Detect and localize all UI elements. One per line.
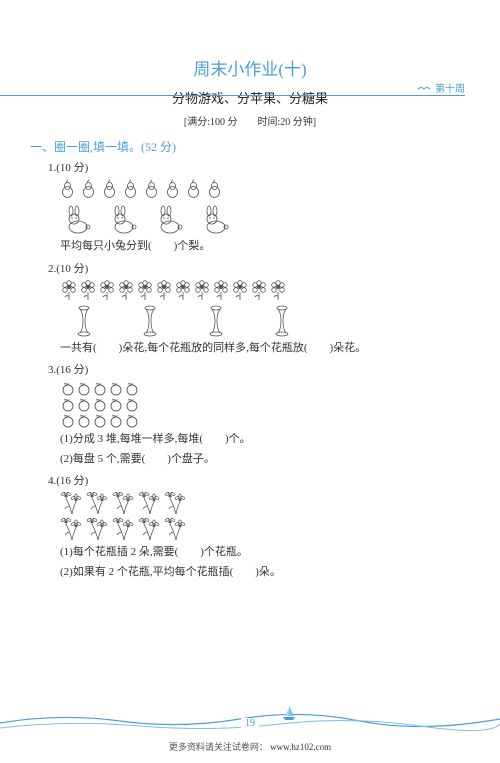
flower-pair-icon: [164, 492, 188, 516]
q2-text: 一共有( )朵花,每个花瓶放的同样多,每个花瓶放( )朵花。: [60, 340, 460, 358]
rabbit-icon: [106, 205, 138, 235]
worksheet-meta: [满分:100 分 时间:20 分钟]: [0, 113, 500, 128]
vase-icon: [76, 305, 92, 337]
q4-sub2: (2)如果有 2 个花瓶,平均每个花瓶插( )朵。: [60, 564, 460, 582]
footer-link[interactable]: www.hz102.com: [270, 742, 331, 752]
rabbit-icon: [152, 205, 184, 235]
question-2: 2.(10 分) 一共有( )朵花,每个花瓶放的同样多,每个花瓶放( )朵花。: [48, 260, 460, 358]
pear-icon: [123, 179, 138, 199]
flower-icon: [60, 280, 78, 302]
week-label: 第十周: [435, 80, 465, 95]
orange-icon: [125, 414, 139, 428]
orange-icon: [109, 382, 123, 396]
flower-icon: [193, 280, 211, 302]
flower-icon: [269, 280, 287, 302]
flower-pair-icon: [60, 518, 84, 542]
q2-number: 2.(10 分): [48, 260, 460, 276]
question-1: 1.(10 分) 平均每只小兔分到( )个梨。: [48, 159, 460, 256]
orange-icon: [109, 414, 123, 428]
flower-pair-icon: [138, 518, 162, 542]
question-3: 3.(16 分) (1)分成 3 堆,每堆一样多,每堆( )个。 (2)每盘 5…: [48, 361, 460, 468]
q4-sub1: (1)每个花瓶插 2 朵,需要( )个花瓶。: [60, 544, 460, 562]
question-4: 4.(16 分) (1)每个花瓶插 2 朵,需要( )个花瓶。 (2)如果有 2…: [48, 472, 460, 581]
q1-number: 1.(10 分): [48, 159, 460, 175]
orange-icon: [125, 398, 139, 412]
flower-pair-icon: [112, 518, 136, 542]
flower-pair-icon: [86, 518, 110, 542]
rabbit-icon: [60, 205, 92, 235]
q3-sub2: (2)每盘 5 个,需要( )个盘子。: [60, 451, 460, 469]
footer-text: 更多资料请关注试卷网： www.hz102.com: [0, 740, 500, 753]
orange-icon: [77, 382, 91, 396]
orange-icon: [93, 382, 107, 396]
q4-number: 4.(16 分): [48, 472, 460, 488]
pear-icon: [186, 179, 201, 199]
worksheet-title: 周末小作业(十): [0, 55, 500, 80]
flower-pair-icon: [112, 492, 136, 516]
flower-icon: [174, 280, 192, 302]
vase-icon: [208, 305, 224, 337]
flower-pair-icon: [138, 492, 162, 516]
q3-sub1: (1)分成 3 堆,每堆一样多,每堆( )个。: [60, 431, 460, 449]
orange-icon: [109, 398, 123, 412]
flower-pair-icon: [60, 492, 84, 516]
pear-icon: [207, 179, 222, 199]
q1-text: 平均每只小兔分到( )个梨。: [60, 238, 460, 256]
pear-icon: [81, 179, 96, 199]
orange-icon: [61, 414, 75, 428]
header-rule: [0, 95, 465, 96]
flower-pair-icon: [86, 492, 110, 516]
flower-row: [60, 280, 460, 302]
orange-icon: [61, 398, 75, 412]
pear-icon: [102, 179, 117, 199]
flower-pair-icon: [164, 518, 188, 542]
flower-icon: [212, 280, 230, 302]
orange-grid: [60, 381, 460, 429]
bird-icon: [417, 84, 431, 92]
rabbit-icon: [198, 205, 230, 235]
orange-icon: [93, 398, 107, 412]
vase-icon: [142, 305, 158, 337]
flower-icon: [117, 280, 135, 302]
page-header-week: 第十周: [417, 80, 465, 95]
orange-icon: [77, 398, 91, 412]
flower2-grid: [60, 492, 460, 542]
flower-icon: [231, 280, 249, 302]
pear-icon: [144, 179, 159, 199]
rabbit-row: [60, 205, 460, 235]
orange-icon: [61, 382, 75, 396]
page-number: 19: [241, 718, 259, 729]
pear-row: [60, 179, 460, 199]
sailboat-icon: [280, 703, 298, 721]
orange-icon: [77, 414, 91, 428]
q3-number: 3.(16 分): [48, 361, 460, 377]
flower-icon: [155, 280, 173, 302]
orange-icon: [93, 414, 107, 428]
vase-icon: [274, 305, 290, 337]
orange-icon: [125, 382, 139, 396]
pear-icon: [165, 179, 180, 199]
section-heading: 一、圈一圈,填一填。(52 分): [30, 138, 500, 155]
flower-icon: [250, 280, 268, 302]
vase-row: [76, 305, 460, 337]
flower-icon: [79, 280, 97, 302]
flower-icon: [98, 280, 116, 302]
pear-icon: [60, 179, 75, 199]
flower-icon: [136, 280, 154, 302]
wave-decoration: [0, 695, 500, 735]
